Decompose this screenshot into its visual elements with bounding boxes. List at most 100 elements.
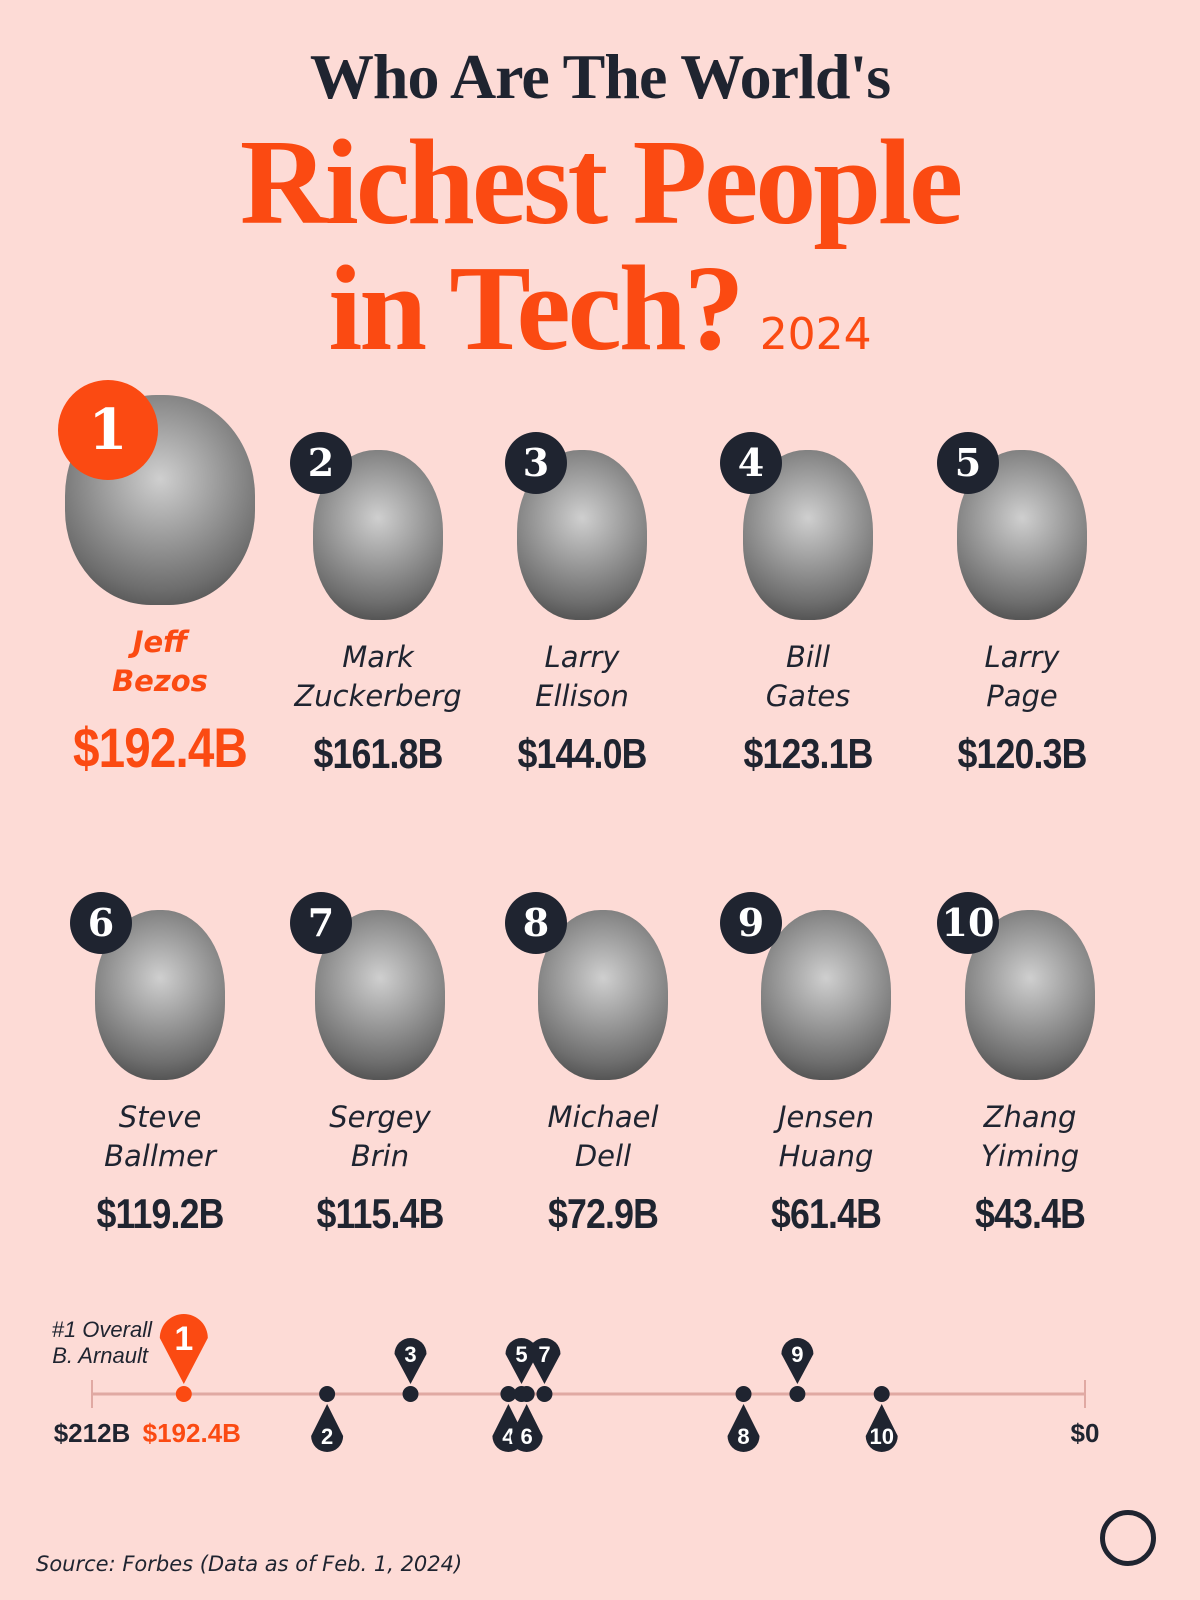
rank-badge: 1 <box>58 380 158 480</box>
person-name: Michael Dell <box>493 1098 713 1176</box>
axis-min-label: $212B <box>54 1418 131 1448</box>
first-name: Sergey <box>329 1100 431 1134</box>
data-point-4 <box>500 1386 517 1402</box>
net-worth: $61.4B <box>770 1190 882 1237</box>
person-card: Larry Ellison $144.0B <box>472 450 692 778</box>
rank-badge: 4 <box>720 432 782 494</box>
first-name: Larry <box>544 640 620 674</box>
data-point-10 <box>873 1386 890 1402</box>
rank-pin-8: 8 <box>727 1404 760 1452</box>
person-card: Michael Dell $72.9B <box>493 910 713 1238</box>
rank-pin-7: 7 <box>528 1338 561 1384</box>
title-line3: in Tech? <box>328 241 744 376</box>
rank-badge: 9 <box>720 892 782 954</box>
pin-label: 7 <box>538 1342 550 1367</box>
data-point-6 <box>518 1386 535 1402</box>
pin-label: 9 <box>791 1342 803 1367</box>
person-card: Jeff Bezos $192.4B <box>50 395 270 780</box>
brand-logo-icon <box>1100 1510 1156 1566</box>
title-line1: Who Are The World's <box>309 41 891 112</box>
net-worth: $120.3B <box>957 730 1087 777</box>
net-worth: $161.8B <box>313 730 443 777</box>
title-line3-row: in Tech? 2024 <box>0 244 1200 374</box>
last-name: Page <box>986 679 1058 713</box>
first-name: Zhang <box>983 1100 1077 1134</box>
pin-label: 5 <box>515 1342 527 1367</box>
rank-pin-9: 9 <box>781 1338 814 1384</box>
last-name: Zuckerberg <box>294 679 462 713</box>
title-line2: Richest People <box>239 115 963 250</box>
annotation-line2: B. Arnault <box>52 1343 149 1368</box>
last-name: Huang <box>778 1139 874 1173</box>
data-point-2 <box>319 1386 336 1402</box>
first-name: Bill <box>785 640 831 674</box>
first-name: Mark <box>342 640 414 674</box>
last-name: Yiming <box>980 1139 1080 1173</box>
person-name: Sergey Brin <box>270 1098 490 1176</box>
last-name: Bezos <box>112 664 208 698</box>
title-year: 2024 <box>759 309 872 360</box>
portrait-photo <box>761 910 891 1080</box>
net-worth: $43.4B <box>974 1190 1086 1237</box>
rank-pin-1: 1 <box>159 1314 208 1384</box>
net-worth: $192.4B <box>72 716 248 779</box>
pin-label: 6 <box>521 1424 533 1449</box>
rank-pin-2: 2 <box>311 1404 344 1452</box>
person-card: Sergey Brin $115.4B <box>270 910 490 1238</box>
person-name: Larry Ellison <box>472 638 692 716</box>
net-worth: $115.4B <box>316 1190 444 1237</box>
rank-badge: 10 <box>937 892 999 954</box>
last-name: Gates <box>765 679 851 713</box>
highlight-value-label: $192.4B <box>143 1418 241 1448</box>
rank-badge: 8 <box>505 892 567 954</box>
rank-badge: 3 <box>505 432 567 494</box>
net-worth: $144.0B <box>517 730 647 777</box>
data-point-7 <box>536 1386 553 1402</box>
rank-badge: 7 <box>290 892 352 954</box>
axis-max-label: $0 <box>1071 1418 1100 1448</box>
data-point-1 <box>175 1386 192 1402</box>
person-name: Jeff Bezos <box>50 623 270 701</box>
first-name: Steve <box>118 1100 202 1134</box>
pin-label: 4 <box>502 1424 515 1449</box>
data-point-8 <box>735 1386 752 1402</box>
pin-label: 3 <box>404 1342 416 1367</box>
person-card: Bill Gates $123.1B <box>698 450 918 778</box>
person-card: Steve Ballmer $119.2B <box>50 910 270 1238</box>
rank-badge: 6 <box>70 892 132 954</box>
last-name: Ellison <box>535 679 629 713</box>
rank-pin-10: 10 <box>865 1404 898 1452</box>
person-card: Zhang Yiming $43.4B <box>920 910 1140 1238</box>
data-point-3 <box>402 1386 419 1402</box>
first-name: Jeff <box>132 625 188 659</box>
rank-pin-3: 3 <box>394 1338 427 1384</box>
first-name: Jensen <box>777 1100 875 1134</box>
annotation-line1: #1 Overall <box>52 1317 153 1342</box>
person-name: Zhang Yiming <box>920 1098 1140 1176</box>
pin-label: 1 <box>174 1320 193 1358</box>
last-name: Brin <box>350 1139 410 1173</box>
net-worth: $123.1B <box>743 730 873 777</box>
data-point-9 <box>789 1386 806 1402</box>
rank-badge: 5 <box>937 432 999 494</box>
last-name: Ballmer <box>104 1139 216 1173</box>
pin-label: 8 <box>737 1424 749 1449</box>
first-name: Larry <box>984 640 1060 674</box>
rank-pin-6: 6 <box>510 1404 543 1452</box>
pin-label: 10 <box>869 1424 893 1449</box>
person-card: Larry Page $120.3B <box>912 450 1132 778</box>
person-name: Jensen Huang <box>716 1098 936 1176</box>
net-worth: $119.2B <box>96 1190 224 1237</box>
rank-badge: 2 <box>290 432 352 494</box>
person-name: Bill Gates <box>698 638 918 716</box>
source-note: Source: Forbes (Data as of Feb. 1, 2024) <box>36 1552 463 1576</box>
person-card: Jensen Huang $61.4B <box>716 910 936 1238</box>
last-name: Dell <box>574 1139 632 1173</box>
pin-label: 2 <box>321 1424 333 1449</box>
person-name: Larry Page <box>912 638 1132 716</box>
first-name: Michael <box>547 1100 659 1134</box>
person-name: Mark Zuckerberg <box>268 638 488 716</box>
person-name: Steve Ballmer <box>50 1098 270 1176</box>
person-card: Mark Zuckerberg $161.8B <box>268 450 488 778</box>
